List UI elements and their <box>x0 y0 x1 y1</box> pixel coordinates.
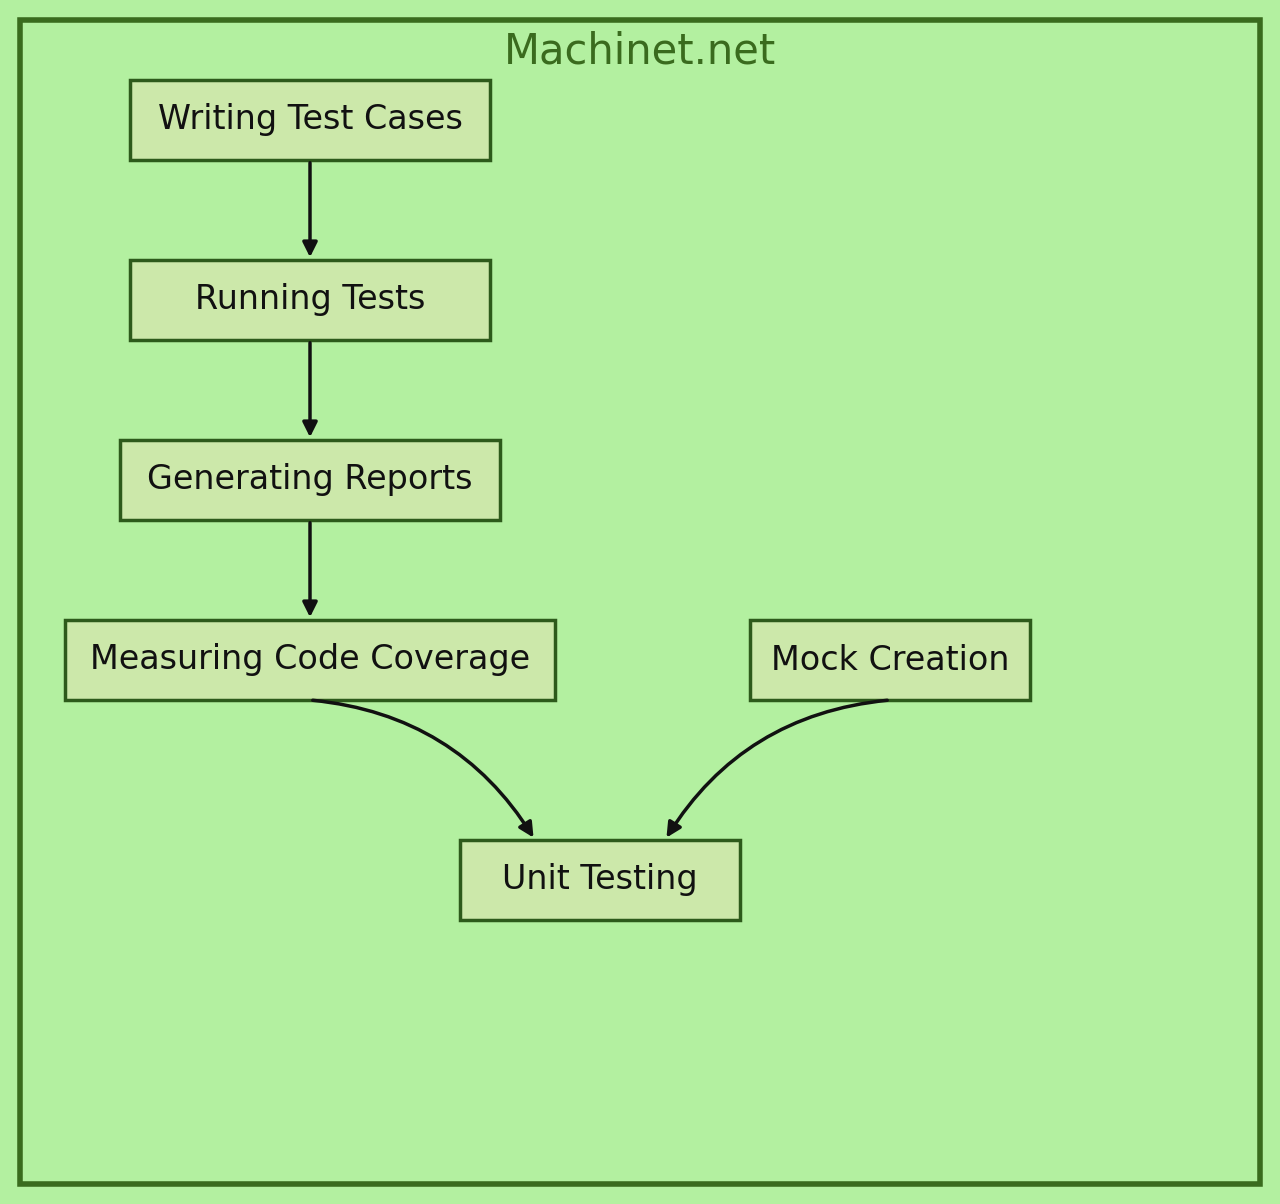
Text: Mock Creation: Mock Creation <box>771 643 1009 677</box>
FancyBboxPatch shape <box>460 840 740 920</box>
FancyBboxPatch shape <box>20 20 1260 1184</box>
FancyBboxPatch shape <box>750 620 1030 700</box>
Text: Generating Reports: Generating Reports <box>147 464 472 496</box>
Text: Unit Testing: Unit Testing <box>502 863 698 897</box>
Text: Machinet.net: Machinet.net <box>504 31 776 73</box>
Text: Writing Test Cases: Writing Test Cases <box>157 104 462 136</box>
FancyBboxPatch shape <box>131 79 490 160</box>
FancyBboxPatch shape <box>120 439 500 520</box>
Text: Running Tests: Running Tests <box>195 283 425 317</box>
FancyBboxPatch shape <box>131 260 490 340</box>
FancyBboxPatch shape <box>65 620 556 700</box>
Text: Measuring Code Coverage: Measuring Code Coverage <box>90 643 530 677</box>
